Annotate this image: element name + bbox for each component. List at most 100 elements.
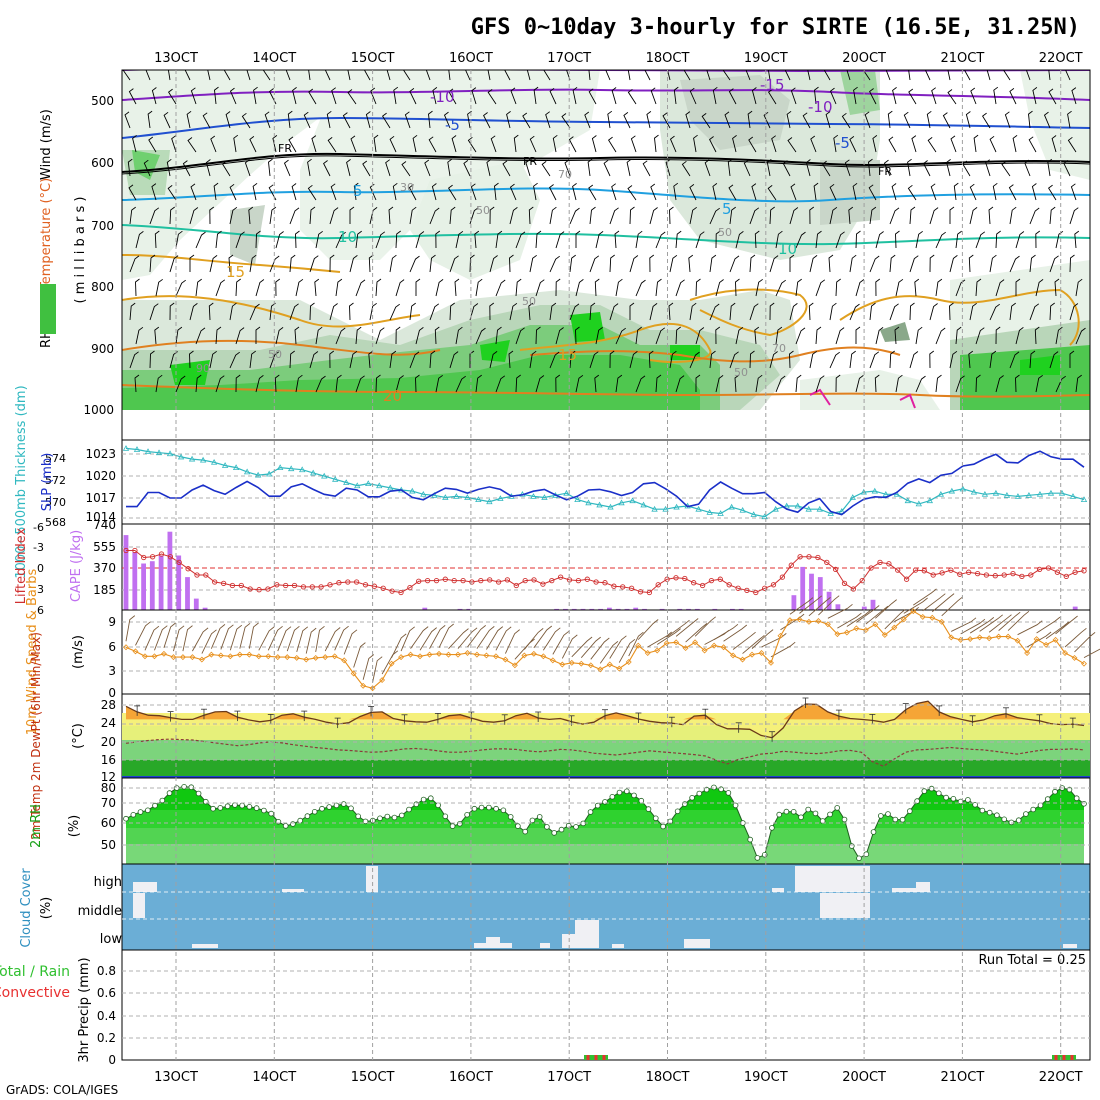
upper-wind-barb [549, 351, 560, 369]
upper-wind-barb [829, 183, 837, 201]
rh-point [638, 797, 645, 804]
lifted-index-point [336, 580, 342, 586]
temp-minmax-bar [1003, 707, 1010, 718]
upper-wind-barb [349, 350, 358, 369]
li-tick: 6 [37, 604, 44, 617]
rh-point [435, 802, 441, 808]
lifted-index-point [788, 562, 794, 568]
upper-wind-barb [931, 87, 937, 105]
cape-bar [167, 531, 173, 610]
lifted-index-point [309, 584, 315, 590]
wind-speed-point [635, 642, 642, 649]
rh-point [783, 808, 790, 815]
upper-wind-barb [895, 230, 900, 249]
precip-ticks: 0.8 0.6 0.4 0.2 0 [97, 964, 116, 1067]
rh-point [986, 809, 993, 816]
upper-wind-barb [274, 374, 280, 393]
upper-wind-barb [973, 134, 979, 153]
upper-wind-barb [269, 255, 280, 273]
cape-bar [738, 608, 744, 610]
upper-wind-barb [249, 136, 257, 153]
upper-wind-barb [790, 87, 797, 105]
upper-wind-barb [808, 302, 814, 321]
thickness-point [343, 479, 350, 485]
upper-wind-barb [807, 70, 811, 81]
upper-wind-barb [749, 303, 759, 321]
wind-speed-point [511, 662, 518, 669]
wind-speed-point [711, 642, 718, 649]
upper-wind-barb [1012, 134, 1018, 153]
wind-speed-point [843, 629, 850, 636]
thickness-point [453, 493, 460, 499]
wind-speed-point [739, 656, 746, 663]
upper-wind-barb [385, 159, 391, 177]
thickness-point [177, 453, 185, 460]
upper-wind-barb [510, 87, 517, 105]
thickness-point [618, 499, 625, 506]
cloud-level-high: high [94, 875, 122, 890]
upper-wind-barb [467, 110, 472, 129]
wind10-barb [248, 622, 259, 649]
wind-speed-point [160, 650, 167, 657]
thickness-point [662, 505, 669, 512]
upper-wind-barb [355, 326, 362, 345]
cape-bar [202, 607, 208, 610]
wind-speed-point [948, 634, 955, 641]
upper-wind-barb [868, 184, 877, 201]
upper-wind-barb [815, 279, 826, 297]
wind-legend-label: Wind (m/s) [39, 109, 54, 180]
upper-wind-barb [415, 327, 424, 345]
rh-point [870, 829, 877, 835]
upper-wind-barb [314, 278, 320, 297]
upper-wind-barb [409, 255, 420, 273]
wind10-barb [410, 626, 429, 649]
rh-label: 70 [558, 168, 572, 181]
wind-speed-point [862, 627, 869, 634]
wind10-barb [969, 617, 995, 634]
isotherm-label: 10 [778, 240, 797, 258]
wind10-barb [571, 636, 593, 658]
wind10-barb [486, 626, 504, 650]
temp-minmax-bar [301, 710, 308, 722]
upper-wind-barb [1048, 70, 1051, 81]
lifted-index-point [983, 572, 990, 578]
upper-wind-barb [515, 327, 525, 345]
lifted-index-point [549, 577, 555, 584]
upper-wind-barb [148, 136, 157, 153]
upper-wind-barb [564, 159, 571, 177]
wind10-barb [875, 599, 897, 619]
upper-wind-barb [775, 279, 786, 297]
rh-point [449, 823, 456, 829]
thickness-point [1025, 492, 1033, 498]
upper-wind-barb [907, 184, 917, 201]
upper-wind-barb [709, 136, 717, 153]
upper-wind-barb [1055, 230, 1064, 249]
rh-point [1008, 819, 1015, 826]
upper-wind-barb [728, 88, 737, 105]
upper-wind-barb [835, 327, 845, 345]
upper-wind-barb [169, 255, 179, 273]
temp2m-axis-label: 2m Temp 2m DewPt (6hr Min/Max) [29, 632, 43, 840]
slp-axis-label: SLP (mb) [40, 453, 55, 512]
rh-point [159, 797, 166, 804]
upper-wind-barb [923, 160, 931, 177]
isotherm-label: FR [878, 165, 892, 178]
rh-label: 70 [772, 342, 786, 355]
upper-wind-barb [649, 303, 658, 321]
wind10-barb [504, 629, 520, 654]
wind-speed-point [805, 618, 812, 625]
lifted-index-point [1063, 573, 1069, 580]
rh-point [928, 785, 935, 792]
upper-wind-barb [875, 278, 881, 297]
upper-wind-barb [469, 350, 475, 368]
upper-wind-barb [151, 87, 157, 105]
thickness-point [893, 490, 900, 497]
slp-tick: 1020 [85, 469, 116, 483]
upper-wind-barb [129, 351, 139, 369]
rh-tick: 70 [101, 796, 116, 810]
upper-wind-barb [249, 303, 260, 321]
wind-speed-point [1014, 637, 1021, 644]
upper-wind-barb [135, 278, 140, 297]
upper-wind-barb [393, 86, 399, 105]
rh-label: 50 [718, 226, 732, 239]
